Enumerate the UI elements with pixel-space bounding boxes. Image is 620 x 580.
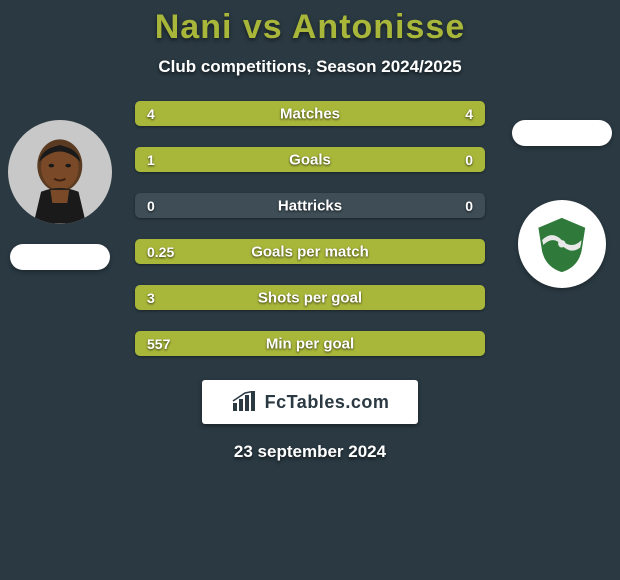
stat-value-right: 0 xyxy=(465,198,473,214)
face-icon xyxy=(13,130,107,224)
stat-row: 4 4 Matches xyxy=(135,101,485,126)
player-left-avatar xyxy=(8,120,112,224)
stat-value-left: 4 xyxy=(147,106,155,122)
stats-bars: 4 4 Matches 1 0 Goals 0 0 Hattricks 0.25 Goals per… xyxy=(135,101,485,356)
shield-icon xyxy=(531,213,593,275)
stat-label: Goals per match xyxy=(251,243,369,260)
page-title: Nani vs Antonisse xyxy=(0,8,620,47)
stat-label: Hattricks xyxy=(278,197,342,214)
stat-value-left: 0.25 xyxy=(147,244,174,260)
stat-row: 1 0 Goals xyxy=(135,147,485,172)
player-right-crest xyxy=(518,200,606,288)
stat-value-left: 1 xyxy=(147,152,155,168)
stat-row: 0 0 Hattricks xyxy=(135,193,485,218)
player-right-badge xyxy=(512,120,612,146)
watermark-text: FcTables.com xyxy=(265,392,390,413)
stat-label: Goals xyxy=(289,151,331,168)
stat-value-left: 3 xyxy=(147,290,155,306)
player-left-badge xyxy=(10,244,110,270)
stat-value-left: 0 xyxy=(147,198,155,214)
stat-row: 557 Min per goal xyxy=(135,331,485,356)
stat-label: Shots per goal xyxy=(258,289,362,306)
chart-icon xyxy=(231,391,257,413)
player-right-panel xyxy=(512,120,612,288)
player-left-panel xyxy=(8,120,112,270)
stat-row: 0.25 Goals per match xyxy=(135,239,485,264)
stat-value-left: 557 xyxy=(147,336,170,352)
watermark: FcTables.com xyxy=(202,380,418,424)
stat-row: 3 Shots per goal xyxy=(135,285,485,310)
subtitle: Club competitions, Season 2024/2025 xyxy=(0,57,620,77)
stat-label: Matches xyxy=(280,105,340,122)
stat-bar-left xyxy=(135,147,398,172)
stat-value-right: 0 xyxy=(465,152,473,168)
stat-label: Min per goal xyxy=(266,335,354,352)
stat-value-right: 4 xyxy=(465,106,473,122)
date-label: 23 september 2024 xyxy=(0,442,620,462)
